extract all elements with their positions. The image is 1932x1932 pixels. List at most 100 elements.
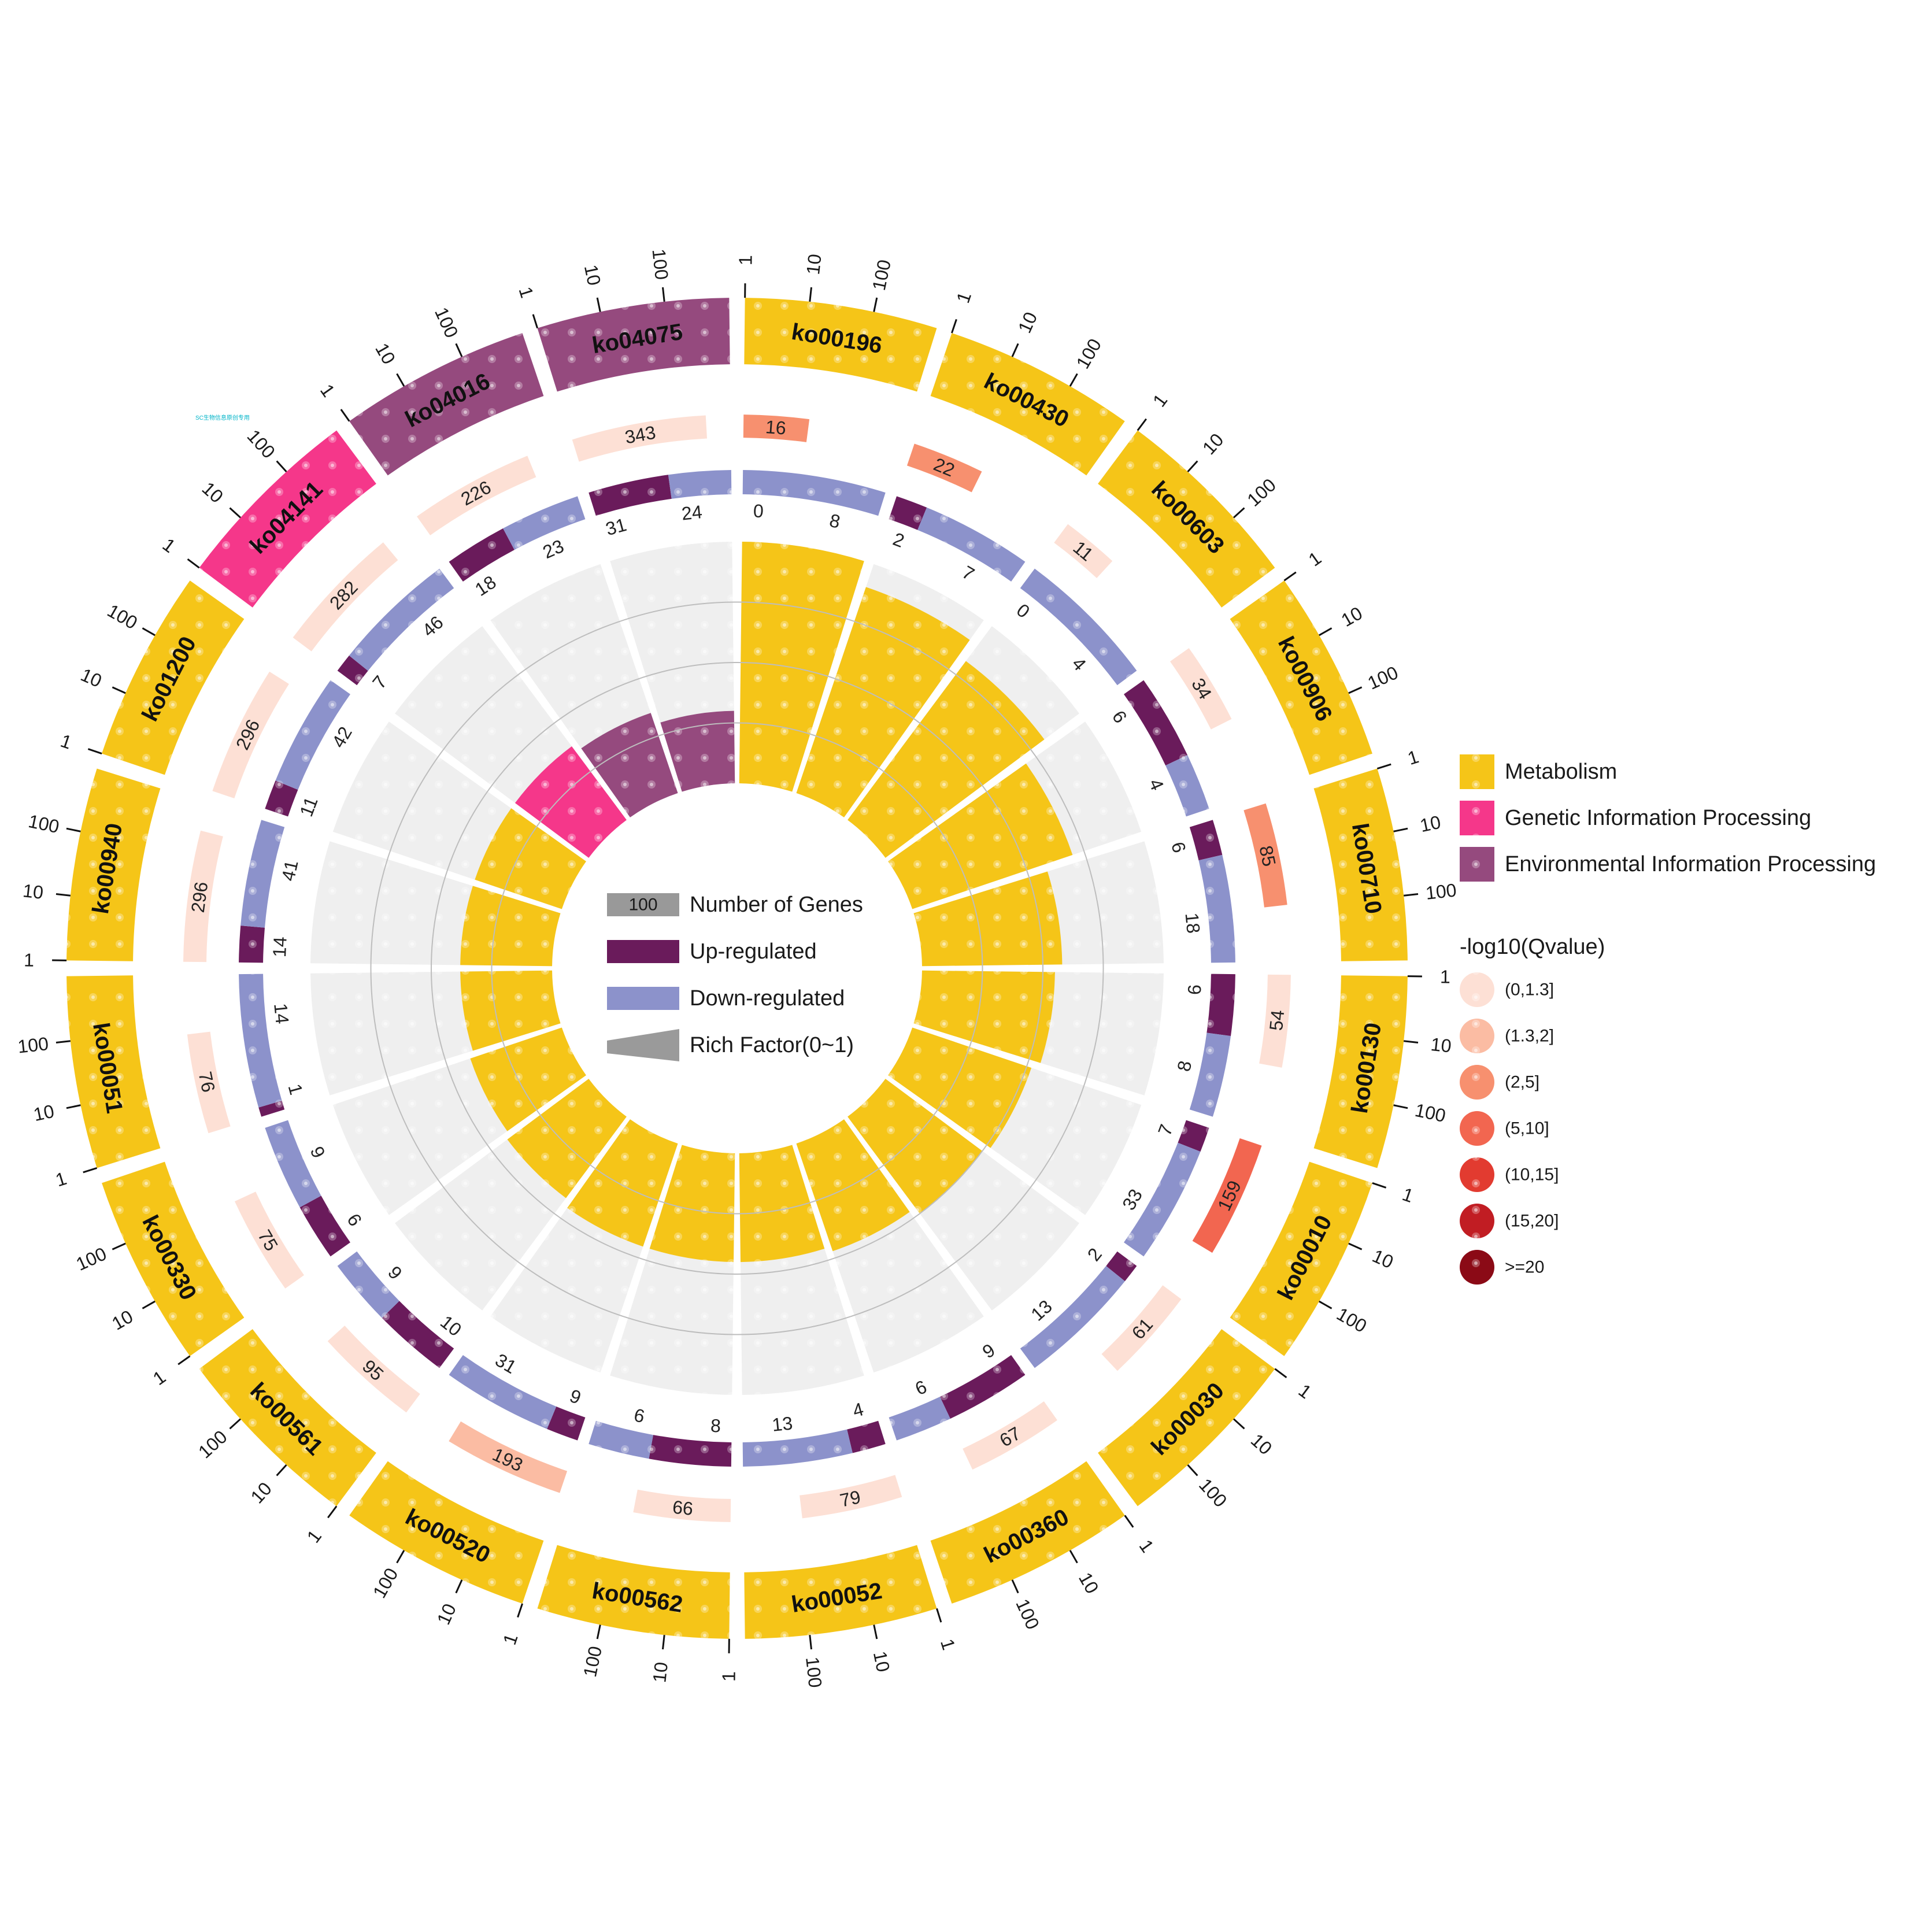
up-count-label: 14: [269, 936, 291, 957]
outer-tick: [66, 1104, 81, 1109]
updown-texture: [449, 1355, 586, 1441]
total-genes-bar: [906, 443, 982, 493]
down-count-label: 6: [632, 1404, 646, 1427]
rich-factor-bar-texture: [796, 587, 970, 817]
outer-tick-label: 100: [579, 1644, 606, 1679]
rich-factor-bar-texture: [567, 1119, 678, 1247]
total-genes-bar: [212, 671, 289, 799]
qvalue-legend-texture: [1460, 1065, 1494, 1100]
outer-tick-label: 1: [937, 1637, 960, 1653]
up-legend-swatch: [607, 940, 679, 963]
outer-tick: [142, 1300, 156, 1309]
outer-tick: [936, 1608, 942, 1623]
outer-tick: [55, 1040, 71, 1043]
total-genes-label: 76: [194, 1069, 219, 1094]
outer-tick: [596, 297, 601, 312]
outer-tick: [187, 558, 200, 569]
outer-tick: [87, 748, 102, 754]
outer-tick: [142, 627, 156, 636]
pathway-category-texture: [1098, 1329, 1275, 1507]
outer-tick-label: 100: [194, 1426, 231, 1463]
pathway-category-texture: [199, 430, 376, 608]
up-count-label: 11: [295, 794, 321, 820]
rich-factor-bar-texture: [515, 746, 627, 858]
outer-tick: [1069, 373, 1078, 387]
total-genes-bar: [1243, 803, 1287, 908]
qvalue-legend-label: (0,1.3]: [1505, 980, 1554, 1000]
rings-layer: [52, 283, 1422, 1653]
outer-tick-label: 1: [952, 289, 975, 305]
total-genes-label: 79: [838, 1486, 863, 1511]
total-genes-bar: [572, 415, 708, 462]
qvalue-legend-label: (1.3,2]: [1505, 1027, 1554, 1046]
up-count-label: 31: [604, 514, 629, 539]
total-genes-bar: [234, 1191, 305, 1289]
outer-tick-label: 10: [198, 478, 228, 507]
total-genes-label: 296: [187, 880, 212, 914]
outer-tick: [112, 686, 126, 694]
pathway-category-texture: [744, 298, 937, 392]
outer-tick-label: 100: [1424, 879, 1457, 904]
pathway-category-texture: [349, 333, 544, 476]
total-genes-bar: [183, 830, 223, 963]
qvalue-legend-title: -log10(Qvalue): [1460, 935, 1605, 959]
outer-tick: [873, 297, 878, 312]
outer-tick: [1274, 1368, 1287, 1378]
down-count-label: 31: [492, 1349, 520, 1378]
pathway-category-texture: [349, 1461, 544, 1604]
pathway-category-texture: [744, 1545, 937, 1639]
down-count-label: 8: [828, 510, 842, 532]
up-count-label: 6: [1167, 839, 1190, 855]
outer-tick-label: 10: [77, 664, 105, 691]
updown-texture: [1189, 820, 1235, 963]
rich-factor-bar-texture: [470, 1027, 586, 1131]
outer-tick-label: 1: [316, 380, 339, 401]
outer-tick-label: 100: [648, 248, 672, 281]
down-count-label: 9: [384, 1262, 406, 1283]
rich-legend-swatch: [607, 1029, 679, 1061]
outer-tick-label: 10: [649, 1661, 672, 1683]
down-count-label: 33: [1118, 1185, 1146, 1213]
pathway-category-texture: [1230, 1161, 1372, 1356]
up-count-label: 6: [1108, 707, 1131, 727]
category-legend-label: Metabolism: [1505, 760, 1617, 784]
outer-tick: [1011, 343, 1019, 357]
outer-tick-label: 10: [1075, 1569, 1103, 1597]
outer-tick: [455, 343, 463, 357]
outer-tick-label: 100: [1364, 662, 1401, 694]
qvalue-legend-texture: [1460, 1019, 1494, 1053]
qvalue-legend-label: >=20: [1505, 1258, 1544, 1277]
outer-tick-label: 10: [869, 1649, 894, 1674]
outer-tick: [455, 1579, 463, 1594]
total-genes-bar: [1169, 648, 1232, 730]
outer-tick: [1403, 893, 1419, 897]
qvalue-legend-label: (15,20]: [1505, 1212, 1559, 1231]
outer-tick: [596, 1624, 601, 1639]
category-legend-texture: [1460, 754, 1494, 789]
total-genes-bar: [743, 414, 810, 442]
outer-tick-label: 10: [371, 339, 399, 368]
up-count-label: 1: [284, 1082, 306, 1097]
outer-tick: [396, 1550, 405, 1564]
outer-tick-label: 10: [32, 1101, 56, 1126]
rich-factor-bar-texture: [913, 970, 1055, 1063]
outer-tick: [327, 1505, 338, 1519]
down-count-label: 4: [1068, 653, 1090, 675]
outer-tick-label: 10: [1418, 812, 1442, 837]
rich-factor-bar-texture: [739, 1145, 825, 1263]
up-count-label: 6: [1184, 984, 1205, 995]
total-genes-bar: [963, 1401, 1057, 1470]
outer-tick-label: 100: [1243, 474, 1280, 510]
updown-texture: [742, 470, 886, 516]
down-count-label: 13: [1027, 1296, 1056, 1325]
outer-tick: [951, 319, 957, 334]
total-genes-bar: [633, 1489, 731, 1522]
total-genes-bar: [1101, 1285, 1182, 1371]
rich-factor-bar-texture: [888, 763, 1073, 909]
outer-tick: [517, 1603, 523, 1618]
outer-tick-label: 10: [433, 1601, 460, 1628]
rich-factor-bar-texture: [649, 1145, 735, 1263]
outer-tick-label: 100: [369, 1564, 402, 1601]
outer-tick-label: 1: [1400, 1183, 1416, 1206]
outer-tick: [276, 1464, 287, 1476]
